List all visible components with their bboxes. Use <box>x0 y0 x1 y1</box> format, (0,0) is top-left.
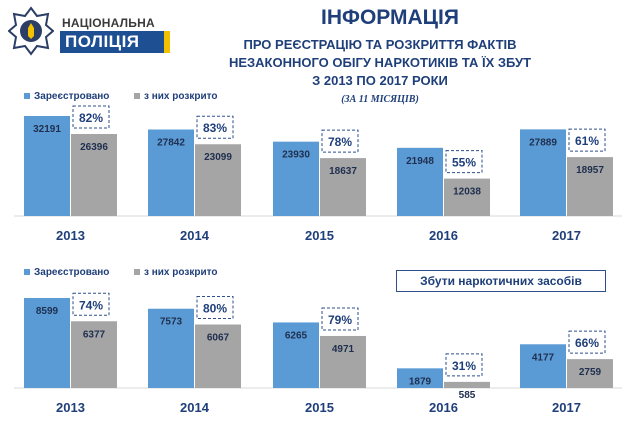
value-label-solved-2014: 6067 <box>207 333 230 344</box>
legend-swatch-solved <box>134 93 140 99</box>
percent-box-2016 <box>445 150 483 174</box>
page-subtitle: ПРО РЕЄСТРАЦІЮ ТА РОЗКРИТТЯ ФАКТІВ НЕЗАК… <box>220 36 540 90</box>
percent-box-2015 <box>321 307 359 331</box>
chart-drug-sales: Зареєстровано з них розкрито 8599 6377 74% 20… <box>0 262 638 438</box>
logo-line1: НАЦІОНАЛЬНА <box>62 16 155 30</box>
bar-registered-2014 <box>148 129 194 216</box>
x-tick-label-2016: 2016 <box>429 228 458 243</box>
x-tick-label-2016: 2016 <box>429 400 458 415</box>
legend-swatch-solved <box>134 269 140 275</box>
logo-accent-bar <box>164 31 170 53</box>
value-label-registered-2016: 21948 <box>406 156 434 167</box>
value-label-solved-2013: 26396 <box>80 142 108 153</box>
x-tick-label-2013: 2013 <box>56 400 85 415</box>
bar-registered-2016 <box>397 368 443 388</box>
x-tick-label-2015: 2015 <box>305 228 334 243</box>
page-title: ІНФОРМАЦІЯ <box>321 6 459 29</box>
chart-drug-trafficking-svg: Зареєстровано з них розкрито 32191 26396 82%… <box>14 91 622 243</box>
percent-label-2013: 74% <box>79 298 103 312</box>
bar-solved-2015 <box>320 158 366 216</box>
period-note: (ЗА 11 МІСЯЦІВ) <box>341 94 419 105</box>
percent-box-2017 <box>568 128 606 152</box>
x-tick-label-2017: 2017 <box>552 400 581 415</box>
value-label-solved-2015: 18637 <box>329 166 357 177</box>
bar-solved-2013 <box>71 321 117 388</box>
bar-registered-2015 <box>273 141 319 216</box>
value-label-registered-2016: 1879 <box>409 376 432 387</box>
bar-registered-2015 <box>273 322 319 388</box>
percent-label-2017: 66% <box>575 336 599 350</box>
x-tick-label-2015: 2015 <box>305 400 334 415</box>
percent-label-2016: 55% <box>452 156 476 170</box>
bar-solved-2013 <box>71 134 117 216</box>
bar-solved-2014 <box>195 144 241 216</box>
bar-solved-2017 <box>567 359 613 388</box>
percent-label-2017: 61% <box>575 134 599 148</box>
x-tick-label-2017: 2017 <box>552 228 581 243</box>
value-label-solved-2014: 23099 <box>204 152 232 163</box>
logo-line2: ПОЛІЦІЯ <box>60 31 164 53</box>
bar-registered-2013 <box>24 116 70 216</box>
bar-registered-2017 <box>520 344 566 388</box>
legend-swatch-registered <box>24 269 30 275</box>
percent-label-2013: 82% <box>79 111 103 125</box>
legend-swatch-registered <box>24 93 30 99</box>
value-label-solved-2016: 12038 <box>453 187 481 198</box>
percent-box-2014 <box>196 296 234 320</box>
percent-label-2016: 31% <box>452 359 476 373</box>
bar-solved-2014 <box>195 324 241 388</box>
police-logo: НАЦІОНАЛЬНА ПОЛІЦІЯ <box>8 6 170 58</box>
sales-chart-label: Збути наркотичних засобів <box>396 270 606 292</box>
subtitle-line-3: З 2013 ПО 2017 РОКИ <box>312 73 448 88</box>
value-label-registered-2015: 23930 <box>282 150 310 161</box>
bar-solved-2016 <box>444 178 490 216</box>
value-label-registered-2014: 27842 <box>157 138 185 149</box>
chart-drug-sales-svg: Зареєстровано з них розкрито 8599 6377 74% 20… <box>14 267 622 415</box>
x-tick-label-2013: 2013 <box>56 228 85 243</box>
value-label-registered-2013: 32191 <box>33 124 61 135</box>
bar-registered-2014 <box>148 308 194 388</box>
percent-box-2015 <box>321 129 359 153</box>
value-label-solved-2013: 6377 <box>83 329 106 340</box>
bar-solved-2016 <box>444 381 490 388</box>
percent-box-2014 <box>196 115 234 139</box>
percent-label-2014: 80% <box>203 302 227 316</box>
percent-label-2015: 79% <box>328 313 352 327</box>
police-badge-icon <box>8 6 54 56</box>
legend-label-registered: Зареєстровано <box>34 91 109 102</box>
subtitle-line-2: НЕЗАКОННОГО ОБІГУ НАРКОТИКІВ ТА ЇХ ЗБУТ <box>228 55 532 70</box>
value-label-solved-2016: 585 <box>459 390 476 401</box>
bar-solved-2017 <box>567 157 613 216</box>
x-tick-label-2014: 2014 <box>180 228 210 243</box>
chart-drug-trafficking: Зареєстровано з них розкрито 32191 26396 82%… <box>0 86 638 252</box>
value-label-registered-2013: 8599 <box>36 306 59 317</box>
legend-label-solved: з них розкрито <box>144 267 217 278</box>
percent-box-2016 <box>445 353 483 377</box>
subtitle-line-1: ПРО РЕЄСТРАЦІЮ ТА РОЗКРИТТЯ ФАКТІВ <box>243 37 517 52</box>
bar-registered-2017 <box>520 129 566 216</box>
percent-box-2013 <box>72 105 110 129</box>
value-label-solved-2015: 4971 <box>332 344 355 355</box>
percent-box-2017 <box>568 330 606 354</box>
value-label-registered-2014: 7573 <box>160 317 183 328</box>
percent-label-2015: 78% <box>328 135 352 149</box>
bar-solved-2015 <box>320 335 366 388</box>
x-tick-label-2014: 2014 <box>180 400 210 415</box>
value-label-solved-2017: 18957 <box>576 165 604 176</box>
value-label-registered-2017: 4177 <box>532 352 555 363</box>
legend-label-registered: Зареєстровано <box>34 267 109 278</box>
bar-registered-2013 <box>24 298 70 388</box>
percent-label-2014: 83% <box>203 121 227 135</box>
percent-box-2013 <box>72 292 110 316</box>
value-label-registered-2015: 6265 <box>285 330 308 341</box>
legend-label-solved: з них розкрито <box>144 91 217 102</box>
value-label-registered-2017: 27889 <box>529 137 557 148</box>
bar-registered-2016 <box>397 147 443 216</box>
value-label-solved-2017: 2759 <box>579 367 602 378</box>
